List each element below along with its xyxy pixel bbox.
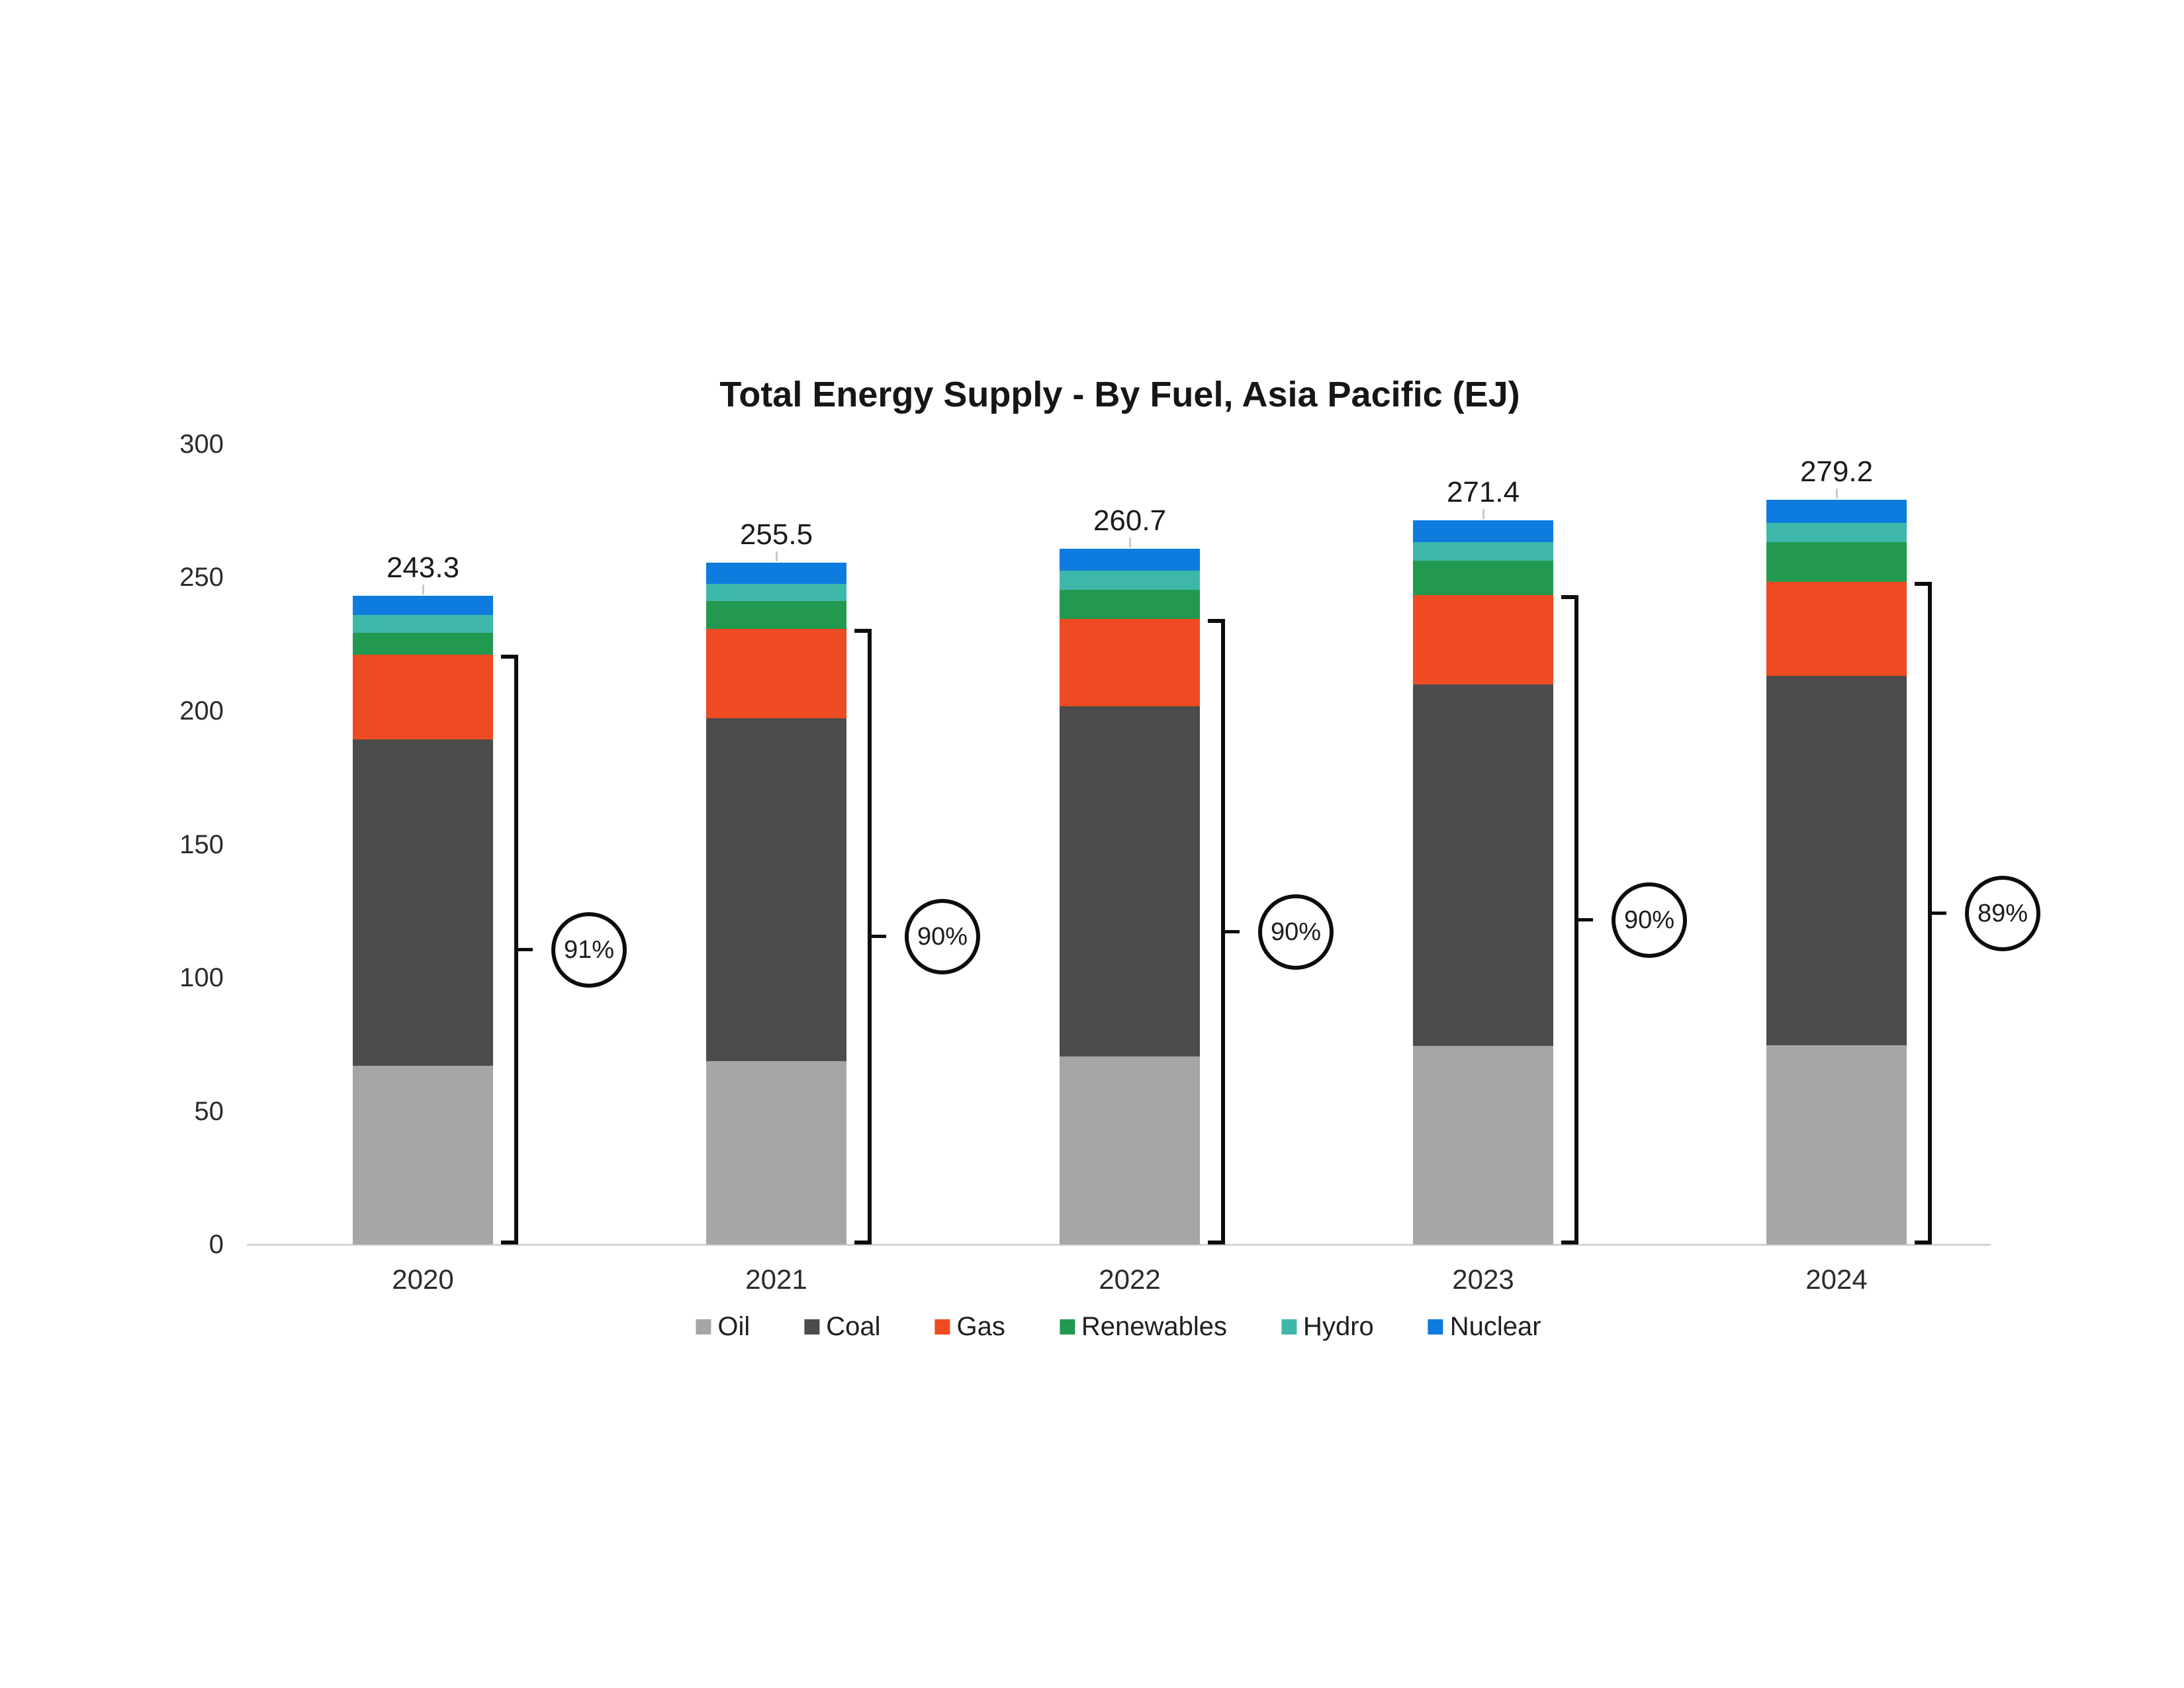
y-axis-tick-label: 200	[179, 696, 224, 726]
fossil-bracket-vertical	[1221, 619, 1225, 1244]
legend-label: Hydro	[1303, 1312, 1374, 1341]
fossil-bracket-vertical	[514, 655, 518, 1244]
fossil-bracket-mid-tick	[872, 935, 886, 938]
bar-segment-gas	[1060, 619, 1200, 706]
legend: Oil Coal Gas Renewables Hydro Nuclear	[696, 1311, 1541, 1342]
legend-item-gas: Gas	[934, 1311, 1005, 1342]
bar-segment-hydro	[1766, 523, 1907, 542]
legend-label: Gas	[956, 1312, 1005, 1341]
total-label-connector	[1129, 538, 1131, 547]
bar-segment-oil	[706, 1061, 846, 1244]
x-axis-category-label: 2020	[392, 1264, 454, 1295]
legend-swatch-gas	[934, 1319, 950, 1335]
legend-swatch-oil	[696, 1319, 711, 1335]
legend-item-coal: Coal	[804, 1311, 881, 1342]
bar-total-label: 243.3	[386, 551, 460, 584]
fossil-bracket-vertical	[868, 629, 872, 1244]
legend-label: Oil	[717, 1312, 751, 1341]
bar-segment-oil	[1766, 1045, 1907, 1244]
chart-title: Total Energy Supply - By Fuel, Asia Paci…	[719, 375, 1520, 414]
fossil-bracket-mid-tick	[1225, 930, 1240, 933]
fossil-share-circle: 89%	[1965, 876, 2040, 951]
bar-segment-nuclear	[1766, 500, 1907, 523]
bar-total-label: 260.7	[1093, 504, 1167, 537]
y-axis-tick-label: 300	[179, 430, 224, 459]
fossil-bracket-vertical	[1928, 582, 1932, 1244]
legend-swatch-nuclear	[1428, 1319, 1443, 1335]
fossil-bracket-bottom-serif	[1561, 1241, 1574, 1244]
legend-item-renewables: Renewables	[1059, 1311, 1228, 1342]
bar-segment-renewables	[353, 633, 493, 655]
bar-segment-hydro	[706, 584, 846, 601]
x-axis-category-label: 2021	[745, 1264, 807, 1295]
legend-swatch-renewables	[1059, 1319, 1075, 1335]
bar-segment-hydro	[353, 615, 493, 633]
x-axis-line	[247, 1244, 1991, 1246]
y-axis-tick-label: 100	[179, 963, 224, 992]
fossil-share-circle: 90%	[1612, 882, 1687, 958]
bar-segment-oil	[1413, 1046, 1553, 1244]
fossil-bracket-top-serif	[501, 655, 514, 659]
bar-segment-nuclear	[706, 563, 846, 584]
bar-segment-gas	[353, 655, 493, 739]
fossil-bracket-top-serif	[1915, 582, 1928, 586]
bar-total-label: 255.5	[739, 518, 813, 551]
legend-label: Renewables	[1081, 1312, 1228, 1341]
fossil-share-circle: 91%	[551, 912, 627, 988]
bar-segment-hydro	[1413, 542, 1553, 561]
bar-total-label: 279.2	[1799, 455, 1874, 488]
bar-segment-renewables	[706, 601, 846, 629]
fossil-bracket-bottom-serif	[1208, 1241, 1221, 1244]
bar-segment-coal	[1766, 676, 1907, 1045]
y-axis-tick-label: 50	[194, 1097, 224, 1126]
bar-segment-nuclear	[1060, 549, 1200, 571]
x-axis-category-label: 2022	[1099, 1264, 1161, 1295]
fossil-share-circle: 90%	[1258, 894, 1334, 970]
total-label-connector	[1482, 509, 1484, 519]
fossil-bracket-top-serif	[854, 629, 868, 633]
legend-label: Coal	[826, 1312, 881, 1341]
legend-label: Nuclear	[1449, 1312, 1541, 1341]
bar-segment-gas	[1766, 582, 1907, 676]
bar-segment-gas	[706, 629, 846, 718]
fossil-share-circle: 90%	[905, 899, 980, 974]
bar-segment-coal	[1413, 684, 1553, 1046]
bar-segment-hydro	[1060, 571, 1200, 590]
fossil-bracket-mid-tick	[1578, 918, 1593, 921]
bar-segment-oil	[353, 1066, 493, 1244]
bar-segment-coal	[706, 718, 846, 1061]
y-axis-tick-label: 150	[179, 830, 224, 859]
bar-segment-nuclear	[1413, 520, 1553, 542]
x-axis-category-label: 2023	[1452, 1264, 1514, 1295]
bar-segment-renewables	[1060, 590, 1200, 619]
total-label-connector	[1836, 489, 1838, 498]
fossil-bracket-top-serif	[1561, 595, 1574, 599]
bar-segment-renewables	[1413, 561, 1553, 595]
bar-segment-oil	[1060, 1056, 1200, 1244]
fossil-bracket-top-serif	[1208, 619, 1221, 623]
bar-segment-renewables	[1766, 542, 1907, 582]
legend-item-nuclear: Nuclear	[1428, 1311, 1541, 1342]
x-axis-category-label: 2024	[1805, 1264, 1868, 1295]
legend-swatch-hydro	[1281, 1319, 1297, 1335]
bar-segment-gas	[1413, 595, 1553, 684]
fossil-bracket-bottom-serif	[501, 1241, 514, 1244]
legend-item-hydro: Hydro	[1281, 1311, 1374, 1342]
fossil-bracket-mid-tick	[518, 948, 533, 951]
legend-swatch-coal	[804, 1319, 820, 1335]
bar-segment-coal	[1060, 706, 1200, 1056]
total-label-connector	[776, 551, 778, 561]
bar-total-label: 271.4	[1446, 476, 1520, 508]
fossil-bracket-bottom-serif	[854, 1241, 868, 1244]
fossil-bracket-vertical	[1574, 595, 1578, 1244]
bar-segment-nuclear	[353, 596, 493, 615]
fossil-bracket-bottom-serif	[1915, 1241, 1928, 1244]
total-label-connector	[422, 585, 424, 594]
legend-item-oil: Oil	[696, 1311, 750, 1342]
y-axis-tick-label: 0	[208, 1230, 224, 1259]
fossil-bracket-mid-tick	[1932, 912, 1946, 915]
y-axis-tick-label: 250	[179, 563, 224, 592]
bar-segment-coal	[353, 739, 493, 1066]
